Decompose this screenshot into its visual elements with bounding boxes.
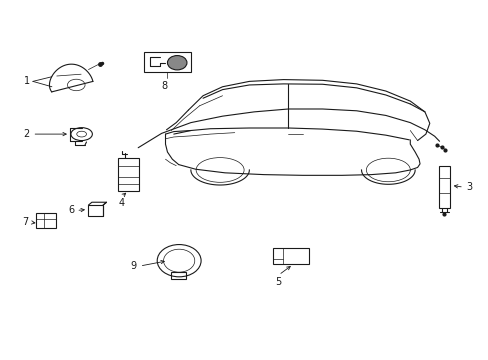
Bar [36, 213, 56, 228]
Bar [171, 272, 185, 279]
Bar [88, 205, 103, 216]
Bar [118, 158, 139, 191]
Bar [144, 52, 190, 72]
Text: 4: 4 [118, 198, 124, 208]
Text: 2: 2 [23, 129, 30, 139]
Text: 9: 9 [130, 261, 137, 271]
Ellipse shape [167, 55, 186, 70]
Text: 6: 6 [68, 206, 75, 216]
Text: 8: 8 [161, 81, 167, 91]
Text: 7: 7 [21, 217, 28, 227]
Text: 3: 3 [465, 182, 471, 192]
Bar [272, 248, 309, 264]
Text: 1: 1 [24, 76, 30, 86]
Bar [438, 166, 449, 208]
Text: 5: 5 [275, 277, 281, 287]
